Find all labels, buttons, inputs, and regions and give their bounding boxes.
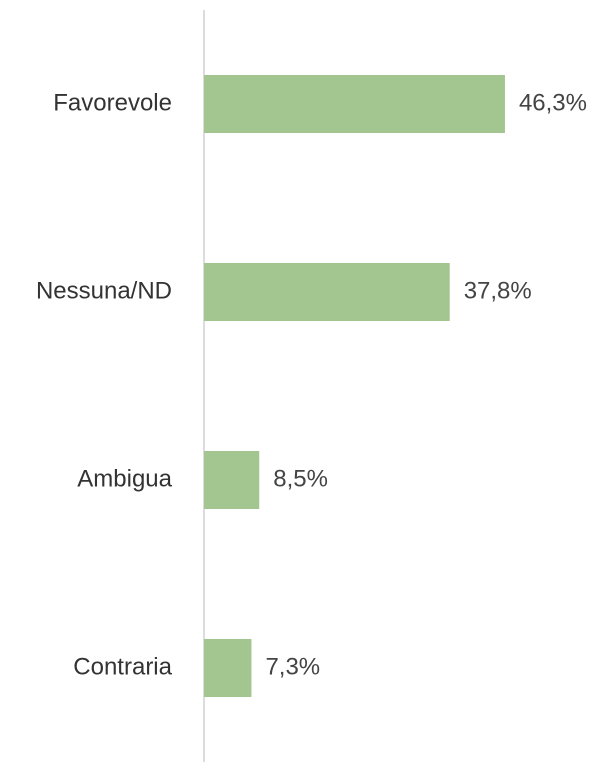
data-label: 8,5% [273,465,328,492]
data-label: 37,8% [464,277,532,304]
bar [204,75,505,133]
bar [204,639,252,697]
y-tick-label: Ambigua [77,465,172,492]
bar [204,263,450,321]
y-tick-label: Favorevole [53,89,172,116]
y-tick-label: Contraria [73,653,172,680]
data-label: 46,3% [519,89,587,116]
data-label: 7,3% [265,653,320,680]
bar [204,451,260,509]
y-tick-label: Nessuna/ND [36,277,172,304]
